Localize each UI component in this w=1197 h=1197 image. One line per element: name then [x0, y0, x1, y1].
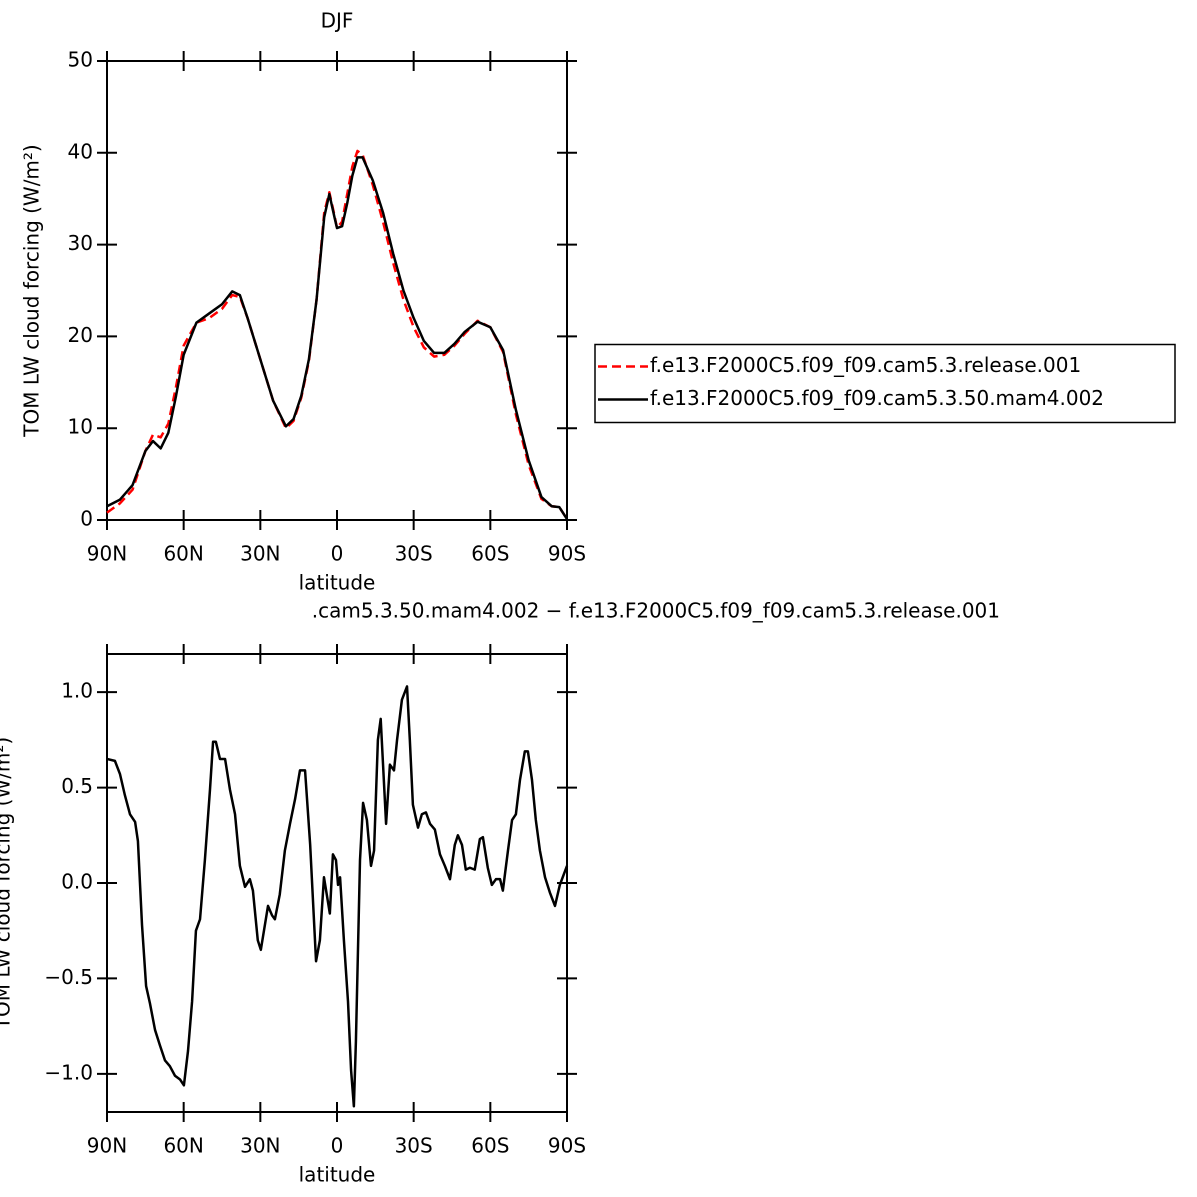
legend-box: [594, 343, 1176, 424]
data-line: [106, 685, 569, 1108]
y-tick-label: 0.5: [61, 774, 93, 798]
legend-label: f.e13.F2000C5.f09_f09.cam5.3.release.001: [650, 353, 1081, 377]
plot-frame: [106, 60, 568, 521]
data-line: [106, 149, 569, 520]
x-tick-label: 30S: [395, 542, 433, 566]
x-axis-label: latitude: [299, 571, 376, 595]
y-axis-label: TOM LW cloud forcing (W/m²): [20, 144, 44, 438]
x-tick-label: 0: [331, 542, 344, 566]
x-tick-label: 90N: [87, 1134, 127, 1158]
chart-title: .cam5.3.50.mam4.002 − f.e13.F2000C5.f09_…: [312, 599, 1000, 623]
y-axis-label: TOM LW cloud forcing (W/m²): [0, 737, 15, 1031]
y-tick-label: 1.0: [61, 679, 93, 703]
x-tick-label: 90N: [87, 542, 127, 566]
x-tick-label: 90S: [548, 542, 586, 566]
x-tick-label: 60N: [163, 1134, 203, 1158]
chart-title: DJF: [321, 9, 354, 33]
y-tick-label: 20: [68, 323, 93, 347]
y-tick-label: 30: [68, 231, 93, 255]
x-tick-label: 30N: [240, 542, 280, 566]
x-tick-label: 60S: [471, 1134, 509, 1158]
x-tick-label: 60N: [163, 542, 203, 566]
x-tick-label: 30S: [395, 1134, 433, 1158]
x-tick-label: 0: [331, 1134, 344, 1158]
y-tick-label: −0.5: [44, 965, 93, 989]
x-tick-label: 30N: [240, 1134, 280, 1158]
y-tick-label: 50: [68, 48, 93, 72]
y-tick-label: 0.0: [61, 870, 93, 894]
x-tick-label: 60S: [471, 542, 509, 566]
data-line: [106, 156, 569, 520]
y-tick-label: 0: [80, 507, 93, 531]
y-tick-label: −1.0: [44, 1060, 93, 1084]
x-axis-label: latitude: [299, 1163, 376, 1187]
x-tick-label: 90S: [548, 1134, 586, 1158]
y-tick-label: 10: [68, 415, 93, 439]
y-tick-label: 40: [68, 139, 93, 163]
legend-label: f.e13.F2000C5.f09_f09.cam5.3.50.mam4.002: [650, 386, 1104, 410]
